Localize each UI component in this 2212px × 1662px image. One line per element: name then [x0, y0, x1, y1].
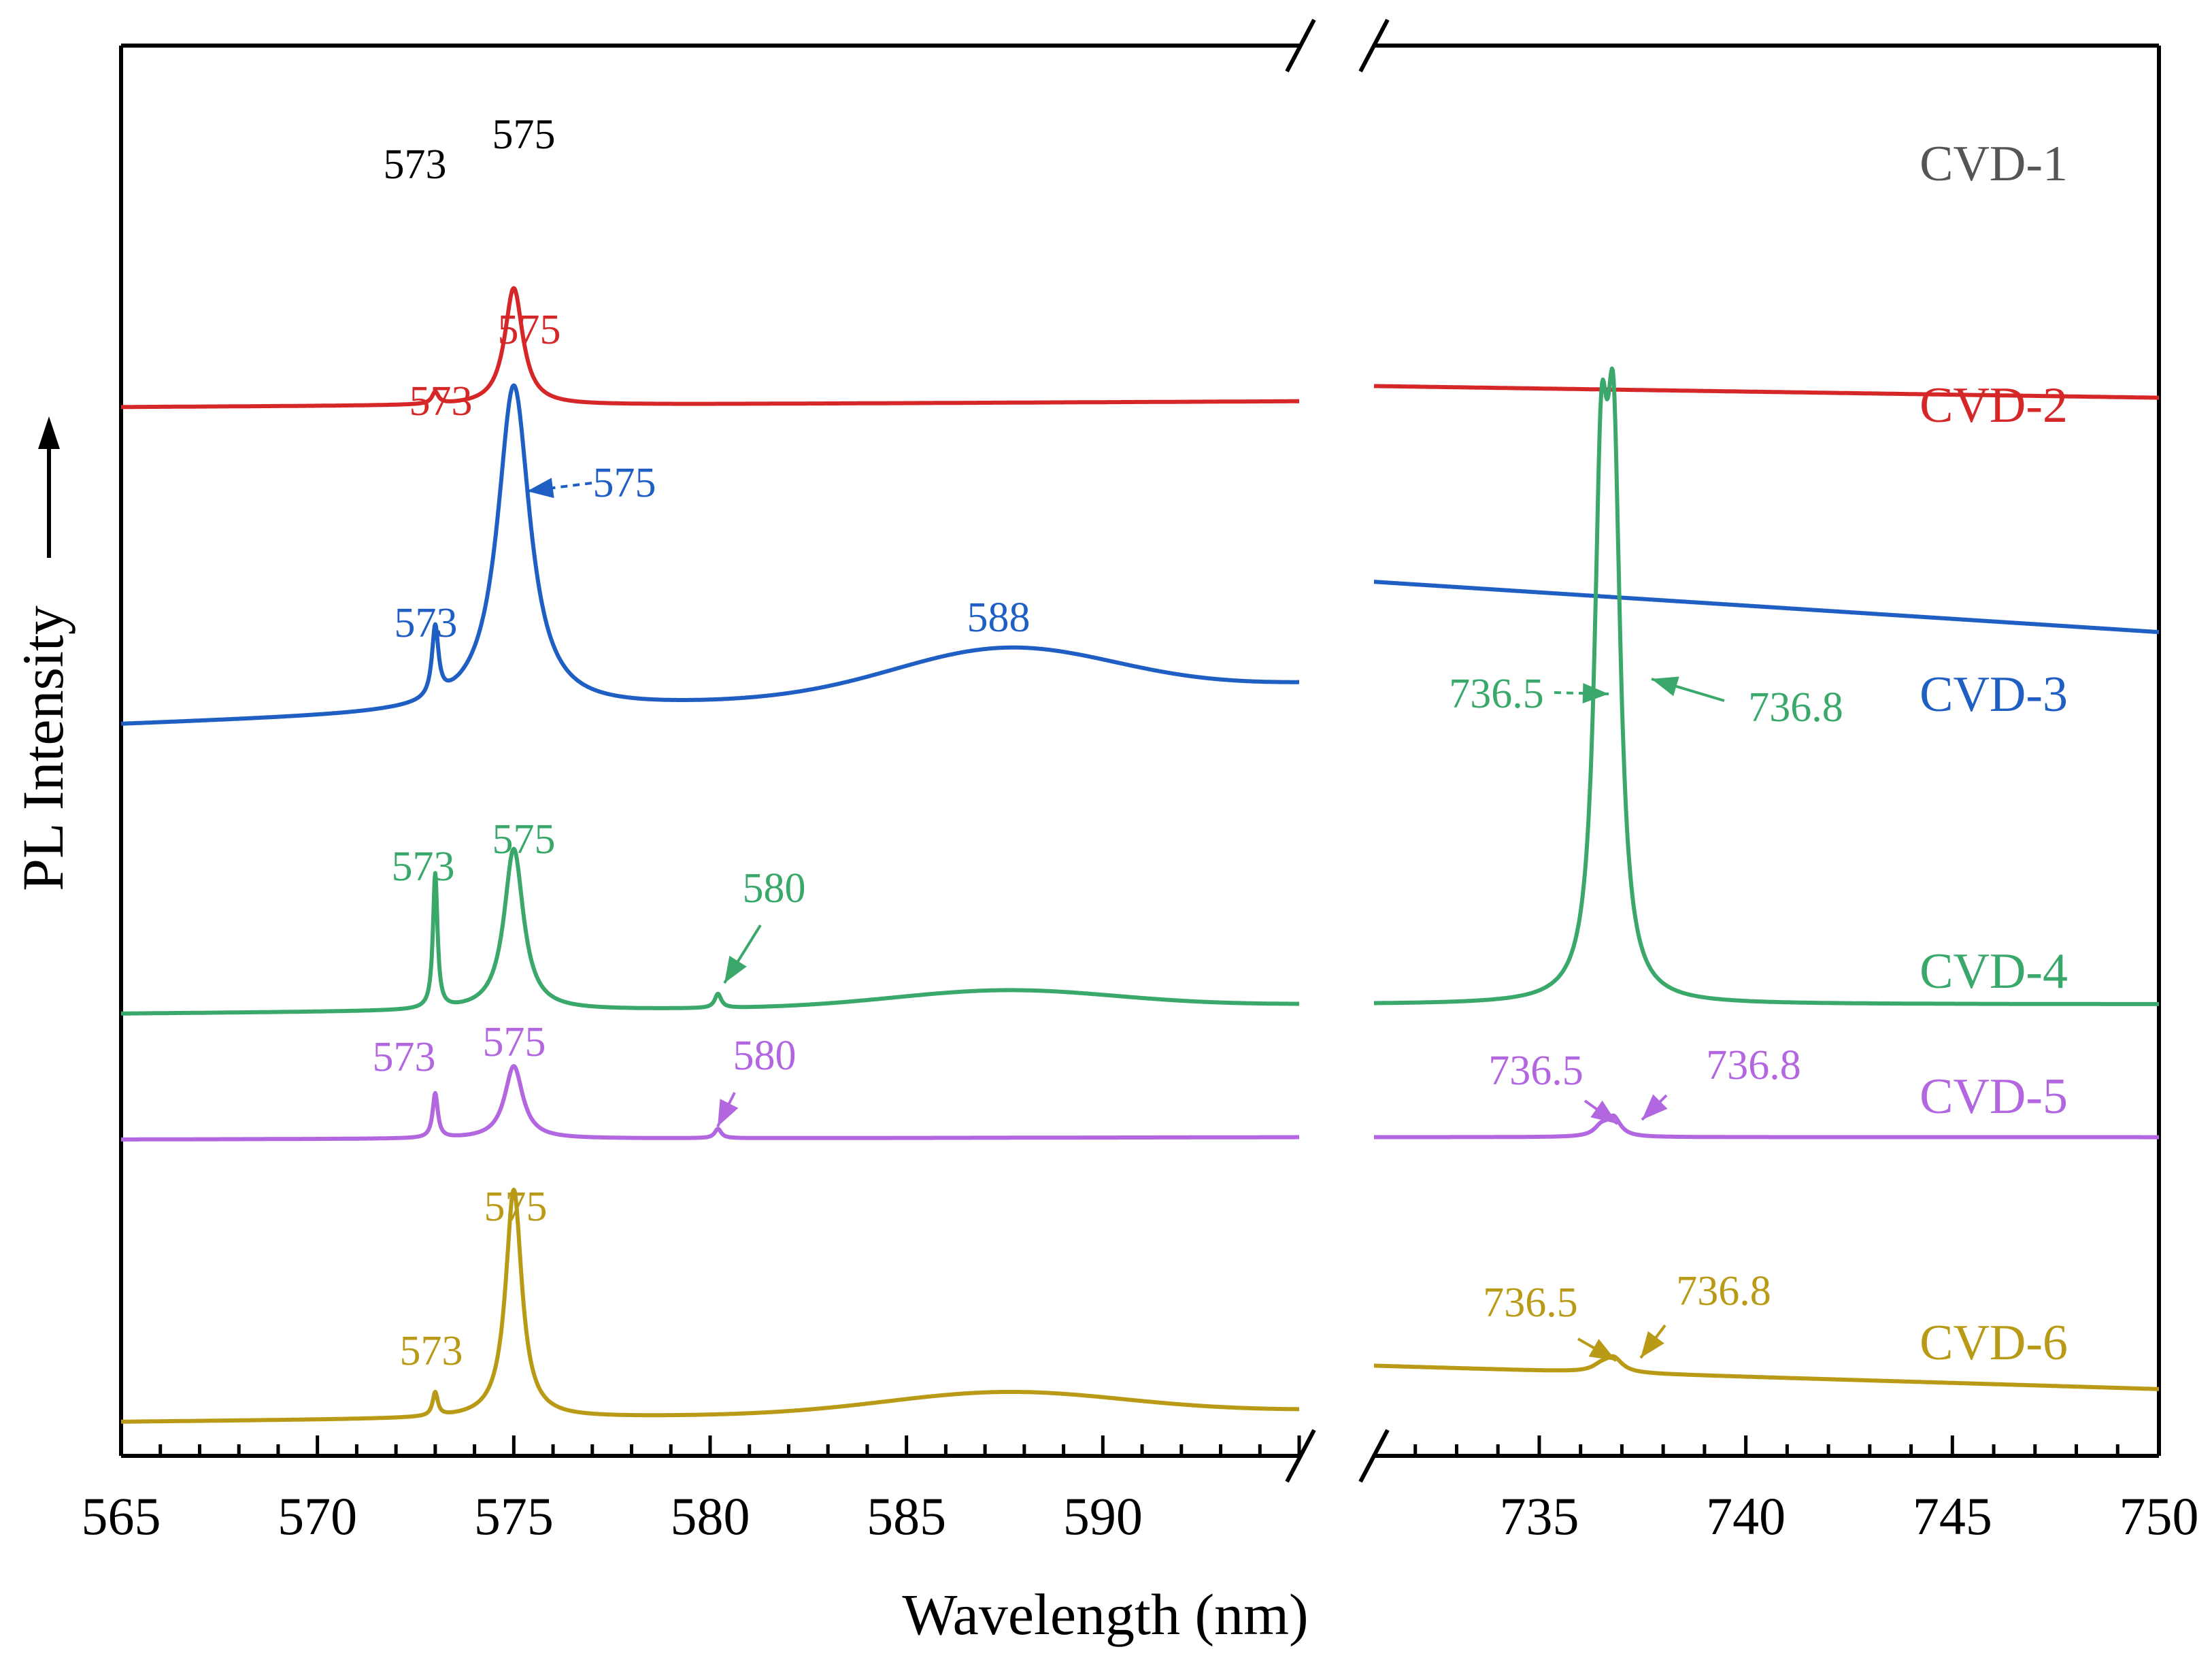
- peak-label-cvd-6-736.8: 736.8: [1676, 1268, 1771, 1314]
- series-line-cvd-6-right: [1373, 1354, 2160, 1391]
- peak-label-cvd-6-573: 573: [400, 1328, 463, 1374]
- x-tick-label-585: 585: [867, 1486, 946, 1546]
- series-line-cvd-5-left: [120, 1064, 1301, 1142]
- x-tick-label-745: 745: [1913, 1486, 1992, 1546]
- peak-label-cvd-3-575: 575: [593, 460, 656, 506]
- series-line-cvd-5-right: [1373, 1113, 2160, 1140]
- x-tick-label-735: 735: [1499, 1486, 1579, 1546]
- peak-label-cvd-4-580: 580: [743, 865, 806, 912]
- peak-label-cvd-2-575: 575: [498, 307, 561, 353]
- x-tick-label-575: 575: [474, 1486, 554, 1546]
- x-tick-label-580: 580: [671, 1486, 750, 1546]
- peak-label-cvd-3-588: 588: [967, 595, 1030, 641]
- series-line-cvd-2-left: [120, 286, 1301, 410]
- peak-arrow-cvd-4-736.5-shaft: [1554, 691, 1609, 695]
- peak-arrow-cvd-6-736.5-head: [1588, 1339, 1616, 1361]
- series-line-cvd-4-right: [1373, 366, 2160, 1006]
- peak-arrow-cvd-6-736.8-head: [1641, 1331, 1664, 1358]
- x-tick-label-570: 570: [278, 1486, 357, 1546]
- peak-label-cvd-5-580: 580: [733, 1033, 797, 1079]
- y-axis-arrow-head: [38, 416, 60, 449]
- peak-label-cvd-2-573: 573: [409, 378, 473, 425]
- peak-arrow-cvd-5-736.8-head: [1642, 1094, 1668, 1120]
- series-label-cvd-4: CVD-4: [1920, 944, 2068, 999]
- x-axis-title: Wavelength (nm): [902, 1582, 1308, 1647]
- series-group: [120, 286, 2160, 1424]
- peak-label-cvd-5-736.5: 736.5: [1488, 1048, 1583, 1094]
- series-label-cvd-6: CVD-6: [1920, 1315, 2068, 1371]
- peak-label-cvd-4-736.8: 736.8: [1748, 684, 1843, 731]
- peak-label-cvd-6-575: 575: [484, 1184, 548, 1230]
- series-label-cvd-5: CVD-5: [1920, 1069, 2068, 1125]
- peak-arrow-cvd-4-736.5-head: [1582, 683, 1609, 704]
- peak-label-cvd-4-573: 573: [392, 844, 455, 890]
- series-label-cvd-1: CVD-1: [1920, 136, 2068, 192]
- peak-arrow-cvd-3-575-head: [527, 478, 554, 499]
- peak-label-cvd-1-575: 575: [492, 112, 556, 158]
- series-line-cvd-3-left: [120, 383, 1301, 726]
- peak-label-cvd-4-575: 575: [492, 816, 556, 863]
- annotations-group: CVD-1 CVD-2 CVD-3 CVD-4 CVD-5 CVD-6 573 575 573 5…: [373, 112, 2068, 1374]
- peak-arrow-cvd-4-736.8-head: [1652, 676, 1679, 697]
- series-line-cvd-3-right: [1373, 580, 2160, 635]
- peak-label-cvd-6-736.5: 736.5: [1483, 1280, 1578, 1326]
- peak-label-cvd-3-573: 573: [395, 600, 458, 646]
- peak-label-cvd-1-573: 573: [384, 142, 447, 188]
- peak-arrow-cvd-4-580-head: [724, 955, 747, 983]
- series-label-cvd-2: CVD-2: [1920, 378, 2068, 433]
- peak-label-cvd-5-575: 575: [483, 1019, 546, 1065]
- peak-arrow-cvd-5-580-head: [718, 1099, 739, 1127]
- peak-label-cvd-5-573: 573: [373, 1034, 436, 1080]
- series-line-cvd-4-left: [120, 846, 1301, 1016]
- peak-label-cvd-4-736.5: 736.5: [1449, 671, 1544, 717]
- x-tick-label-740: 740: [1706, 1486, 1786, 1546]
- axis-break-mark-4: [1358, 1429, 1390, 1483]
- x-tick-label-565: 565: [82, 1486, 161, 1546]
- peak-label-cvd-5-736.8: 736.8: [1706, 1042, 1801, 1088]
- series-line-cvd-2-right: [1373, 384, 2160, 400]
- x-tick-label-590: 590: [1063, 1486, 1143, 1546]
- y-axis-title: PL Intensity: [10, 605, 76, 891]
- x-tick-label-750: 750: [2119, 1486, 2199, 1546]
- series-label-cvd-3: CVD-3: [1920, 667, 2068, 722]
- axis-break-mark-2: [1358, 18, 1390, 73]
- axes: Wavelength (nm) PL Intensity 565 570 575 58…: [10, 18, 2199, 1647]
- peak-arrow-cvd-5-736.5-head: [1590, 1100, 1618, 1124]
- axis-break-mark-1: [1285, 18, 1316, 73]
- series-line-cvd-6-left: [120, 1187, 1301, 1424]
